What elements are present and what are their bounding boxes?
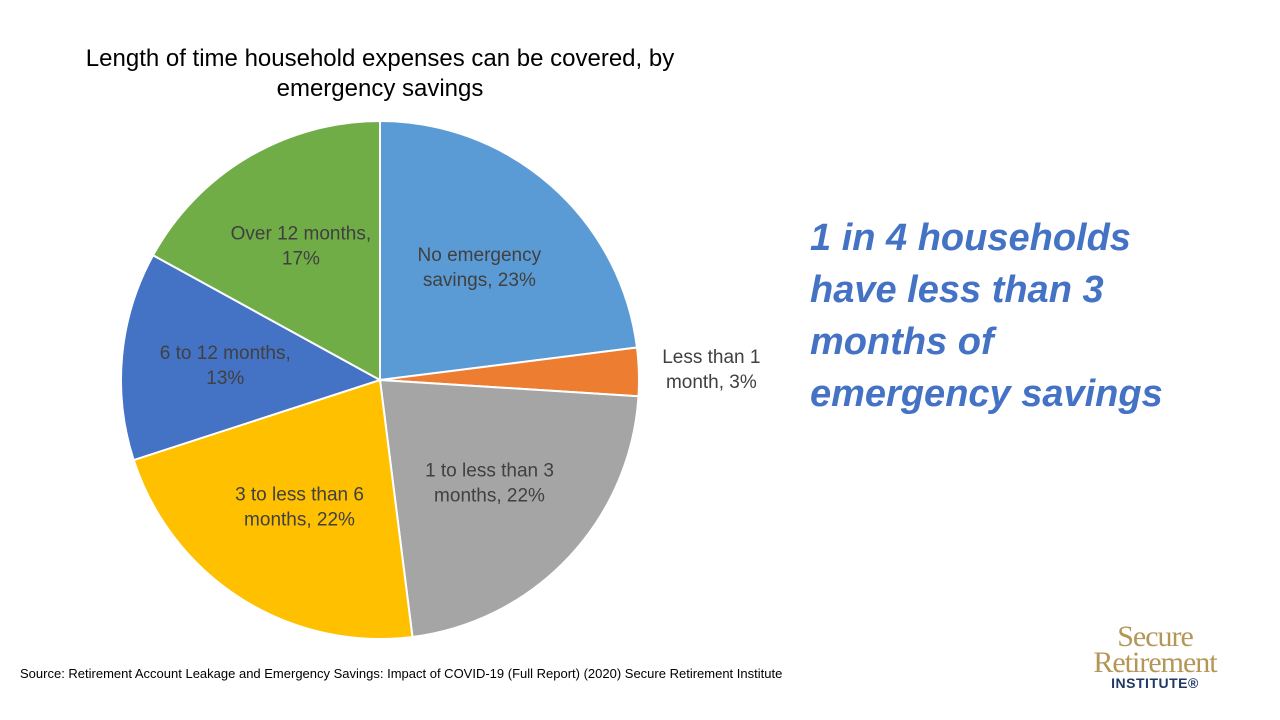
logo-line-1: Secure — [1117, 620, 1194, 653]
slice-data-label: 6 to 12 months, 13% — [160, 343, 291, 389]
source-note: Source: Retirement Account Leakage and E… — [20, 666, 783, 681]
slice-data-label: 3 to less than 6 months, 22% — [235, 484, 364, 530]
pie-slice-no-emergency-savings — [379, 119, 639, 382]
slice-data-label: No emergency savings, 23% — [418, 245, 542, 291]
pie-slice-1-to-less-than-3-months — [378, 378, 640, 639]
slice-data-label: 1 to less than 3 months, 22% — [425, 460, 554, 506]
secure-retirement-institute-logo: Secure Retirement INSTITUTE® — [1080, 620, 1230, 691]
headline-callout: 1 in 4 households have less than 3 month… — [810, 217, 1163, 415]
pie-slice-3-to-less-than-6-months — [132, 378, 414, 640]
chart-title: Length of time household expenses can be… — [85, 45, 675, 102]
pie-slice-6-to-12-months — [120, 253, 383, 462]
logo-line-3: INSTITUTE® — [1111, 675, 1199, 691]
pie-slice-over-12-months — [151, 119, 381, 382]
slice-data-label: Less than 1 month, 3% — [662, 347, 760, 393]
logo-line-2: Retirement — [1093, 646, 1217, 679]
slice-data-label: Over 12 months, 17% — [231, 224, 371, 270]
